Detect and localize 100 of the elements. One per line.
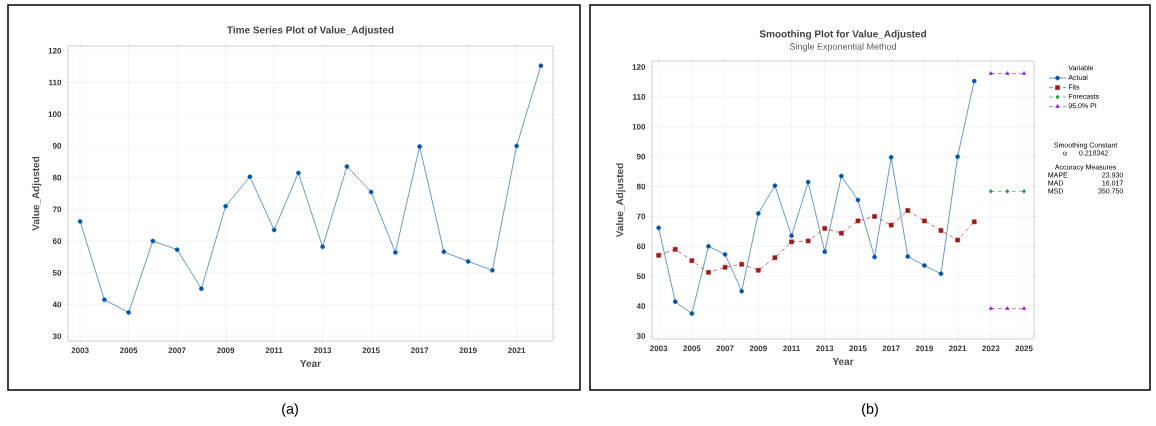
- x-tick-label: 2003: [71, 347, 89, 354]
- text: (b): [862, 403, 878, 417]
- y-tick-label: 30: [52, 333, 62, 340]
- x-tick-label: 2011: [783, 345, 800, 352]
- y-tick-label: 70: [52, 206, 62, 213]
- point: [756, 267, 761, 273]
- point: [706, 270, 711, 275]
- point: [1005, 306, 1010, 310]
- point: [77, 219, 83, 224]
- point: [789, 233, 794, 239]
- point: [989, 189, 993, 194]
- point: [988, 71, 993, 75]
- point: [271, 227, 277, 233]
- point: [706, 244, 711, 249]
- point: [538, 63, 544, 68]
- y-tick-label: 110: [49, 79, 62, 86]
- x-tick-label: 2021: [948, 345, 967, 352]
- y-tick-label: 30: [636, 333, 646, 339]
- point: [855, 197, 861, 203]
- x-tick-label: 2017: [411, 347, 429, 354]
- y-tick-label: 120: [632, 64, 646, 70]
- x-tick-label: 2021: [508, 347, 526, 354]
- x-tick-label: 2013: [314, 347, 332, 354]
- point: [320, 244, 325, 250]
- point: [223, 203, 228, 209]
- point: [872, 254, 877, 260]
- y-axis-title: Value_Adjusted: [31, 156, 42, 231]
- point: [905, 254, 911, 259]
- x-tick-label: 2019: [459, 347, 477, 354]
- point: [1005, 189, 1010, 194]
- x-tick-label: 2011: [265, 347, 283, 354]
- point: [1005, 71, 1010, 75]
- point: [888, 154, 894, 160]
- point: [465, 259, 471, 264]
- point: [368, 189, 374, 195]
- x-tick-label: 2005: [683, 345, 701, 352]
- point: [905, 208, 911, 213]
- x-axis-title: Year: [300, 360, 321, 368]
- point: [739, 288, 744, 294]
- point: [839, 230, 844, 236]
- point: [656, 225, 661, 231]
- x-tick-label: 2019: [915, 345, 933, 352]
- x-tick-label: 2013: [816, 345, 834, 352]
- y-tick-label: 90: [52, 143, 62, 149]
- x-tick-label: 2009: [217, 347, 235, 354]
- point: [689, 258, 695, 263]
- x-tick-label: 2017: [882, 345, 900, 352]
- y-tick-label: 70: [636, 213, 646, 220]
- y-tick-label: 80: [636, 183, 646, 190]
- point: [988, 306, 993, 310]
- x-tick-label: 2025: [1015, 345, 1033, 352]
- point: [888, 222, 894, 228]
- point: [855, 218, 861, 224]
- point: [772, 255, 778, 260]
- y-tick-label: 100: [632, 123, 646, 130]
- point: [722, 264, 728, 270]
- point: [822, 249, 828, 255]
- point: [971, 78, 977, 84]
- point: [672, 247, 678, 252]
- x-tick-label: 2015: [849, 345, 867, 352]
- x-axis-title: Year: [832, 358, 854, 366]
- point: [656, 253, 661, 258]
- point: [739, 261, 744, 267]
- point: [393, 250, 398, 255]
- text: (a): [282, 403, 298, 417]
- point: [441, 249, 447, 255]
- point: [822, 226, 828, 231]
- y-tick-label: 60: [636, 243, 646, 250]
- point: [1022, 189, 1026, 194]
- point: [296, 170, 301, 176]
- point: [756, 211, 761, 216]
- x-tick-label: 2015: [362, 347, 380, 354]
- y-tick-label: 90: [636, 153, 646, 160]
- point: [955, 237, 960, 243]
- point: [344, 164, 350, 169]
- point: [490, 267, 495, 273]
- point: [417, 144, 422, 149]
- x-tick-label: 2005: [120, 347, 138, 354]
- point: [971, 219, 977, 225]
- point: [247, 174, 253, 179]
- y-tick-label: 110: [633, 94, 646, 100]
- point: [514, 143, 519, 149]
- x-tick-label: 2003: [650, 345, 668, 352]
- y-tick-label: 100: [48, 111, 62, 118]
- x-tick-label: 2023: [982, 345, 1000, 352]
- y-tick-label: 50: [52, 269, 62, 276]
- point: [689, 311, 695, 316]
- point: [126, 310, 131, 315]
- chart-title: Time Series Plot of Value_Adjusted: [227, 26, 394, 36]
- y-tick-label: 60: [52, 238, 62, 244]
- y-tick-label: 80: [52, 174, 62, 181]
- x-tick-label: 2007: [716, 345, 734, 352]
- point: [1022, 71, 1027, 75]
- point: [102, 297, 107, 303]
- point: [789, 239, 794, 245]
- point: [174, 247, 180, 252]
- point: [938, 271, 944, 277]
- point: [955, 154, 960, 159]
- point: [672, 299, 678, 304]
- x-tick-label: 2009: [749, 345, 767, 352]
